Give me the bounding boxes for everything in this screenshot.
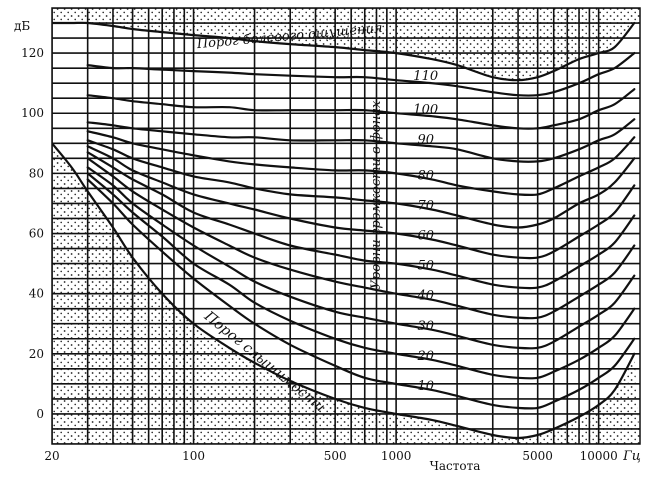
curve-label-10: 10 bbox=[417, 379, 434, 394]
curve-30 bbox=[86, 166, 636, 350]
curve-labels: 110 100 90 80 70 60 50 40 30 20 10 bbox=[413, 69, 438, 394]
curve-label-90: 90 bbox=[417, 132, 434, 147]
x-tick-label: 1000 bbox=[381, 449, 412, 463]
curve-90 bbox=[86, 118, 636, 163]
loudness-levels-label: Уровни громкости в фонах bbox=[369, 100, 384, 289]
plot-area bbox=[51, 7, 641, 445]
curve-порог-болевого-ощущения bbox=[52, 21, 636, 82]
y-tick-label: 40 bbox=[29, 287, 44, 301]
y-axis: дБ 0 20 40 60 80 100 120 bbox=[14, 19, 44, 421]
curve-label-100: 100 bbox=[413, 102, 438, 117]
loudness-curves bbox=[52, 21, 636, 440]
x-tick-labels: 20 100 500 1000 5000 10000 bbox=[44, 449, 617, 463]
curve-порог-слышимости bbox=[52, 142, 636, 440]
x-axis-label: Частота bbox=[430, 459, 481, 473]
y-tick-label: 100 bbox=[21, 106, 44, 120]
curve-80 bbox=[86, 130, 636, 197]
curve-label-70: 70 bbox=[417, 198, 434, 213]
curve-100 bbox=[86, 88, 636, 130]
x-tick-label: 500 bbox=[324, 449, 347, 463]
curve-label-20: 20 bbox=[416, 349, 434, 364]
curve-label-80: 80 bbox=[417, 168, 434, 183]
curve-label-30: 30 bbox=[417, 319, 434, 334]
curve-10 bbox=[86, 178, 636, 410]
x-tick-label: 5000 bbox=[522, 449, 553, 463]
y-tick-label: 0 bbox=[36, 407, 44, 421]
y-tick-label: 60 bbox=[29, 227, 44, 241]
curve-label-50: 50 bbox=[417, 259, 434, 274]
plot-frame bbox=[51, 7, 641, 445]
y-tick-label: 120 bbox=[21, 46, 44, 60]
x-tick-label: 10000 bbox=[580, 449, 618, 463]
curve-label-60: 60 bbox=[417, 229, 434, 244]
x-axis: 20 100 500 1000 5000 10000 Частота Гц bbox=[44, 449, 640, 473]
curve-60 bbox=[86, 145, 636, 260]
curve-20 bbox=[86, 172, 636, 380]
x-tick-label: 20 bbox=[44, 449, 59, 463]
x-axis-unit: Гц bbox=[622, 449, 641, 464]
y-axis-label: дБ bbox=[14, 19, 30, 33]
curve-40 bbox=[86, 157, 636, 320]
curve-label-110: 110 bbox=[413, 69, 438, 84]
y-tick-label: 20 bbox=[29, 347, 44, 361]
curve-label-40: 40 bbox=[416, 289, 434, 304]
y-tick-label: 80 bbox=[29, 166, 44, 180]
curve-70 bbox=[86, 139, 636, 229]
x-tick-label: 100 bbox=[182, 449, 205, 463]
curve-110 bbox=[86, 52, 636, 97]
y-tick-labels: 0 20 40 60 80 100 120 bbox=[21, 46, 44, 421]
curve-50 bbox=[86, 151, 636, 290]
